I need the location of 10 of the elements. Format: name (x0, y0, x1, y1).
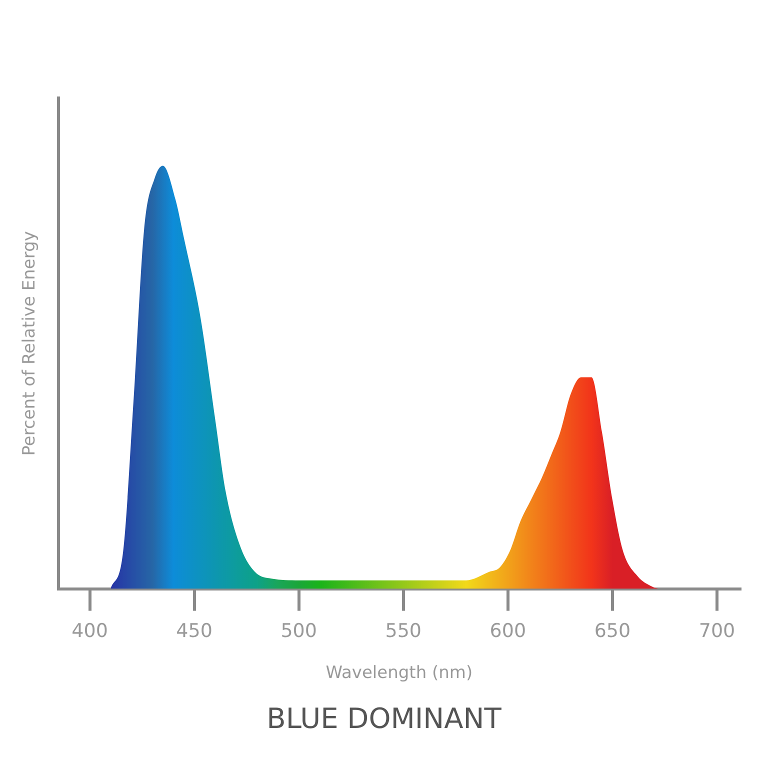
x-tick-label: 450 (176, 620, 212, 642)
x-axis-title: Wavelength (nm) (326, 663, 473, 684)
x-tick-label: 650 (594, 620, 631, 642)
text: BLUE DOMINANT (266, 702, 502, 735)
y-axis-title: Percent of Relative Energy (20, 231, 40, 456)
x-tick-label: 600 (490, 620, 526, 642)
x-tick-label: 700 (698, 620, 736, 642)
x-tick-label: 500 (280, 620, 317, 642)
x-tick-label: 550 (385, 620, 422, 642)
x-tick-label: 400 (72, 620, 108, 642)
